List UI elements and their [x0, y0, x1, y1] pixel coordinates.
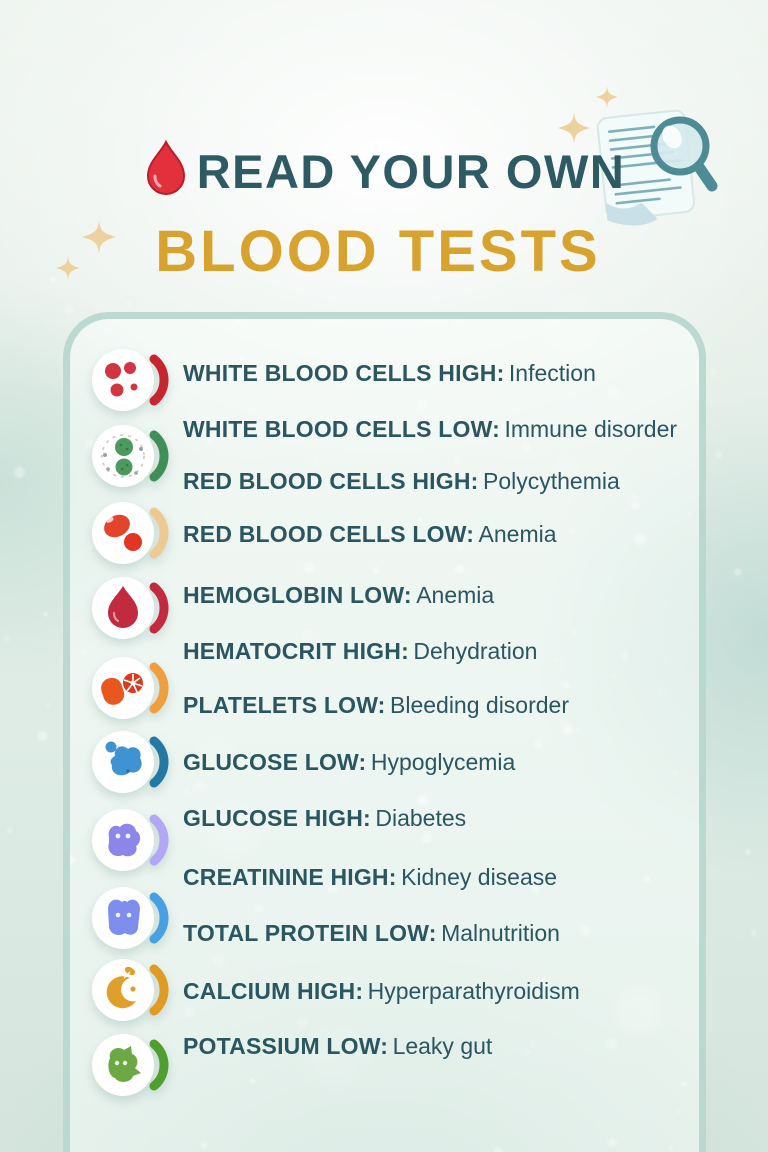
test-label: PLATELETS LOW: [183, 692, 386, 718]
list-item: POTASSIUM LOW: Leaky gut [183, 1030, 492, 1062]
white-blood-cells-red-dots-icon [92, 347, 184, 413]
test-result: Polycythemia [482, 468, 620, 494]
potassium-blob-icon [92, 1032, 184, 1098]
test-label: HEMATOCRIT HIGH: [183, 638, 409, 664]
test-label: GLUCOSE LOW: [183, 749, 367, 775]
list-item: RED BLOOD CELLS LOW: Anemia [183, 518, 557, 550]
total-protein-blob-icon [92, 885, 184, 951]
sparkle-icon [82, 220, 116, 259]
page-title: READ YOUR OWN [196, 145, 626, 198]
test-result: Leaky gut [392, 1033, 493, 1059]
sparkle-icon [596, 86, 618, 113]
list-item: PLATELETS LOW: Bleeding disorder [183, 689, 569, 721]
list-item: RED BLOOD CELLS HIGH: Polycythemia [183, 465, 620, 497]
list-item: CALCIUM HIGH: Hyperparathyroidism [183, 975, 580, 1007]
hemoglobin-drop-icon [92, 575, 184, 641]
red-blood-cells-icon [92, 500, 184, 566]
white-blood-cells-green-icon [92, 423, 184, 489]
list-item: TOTAL PROTEIN LOW: Malnutrition [183, 917, 560, 949]
test-label: HEMOGLOBIN LOW: [183, 582, 412, 608]
test-result: Anemia [478, 521, 557, 547]
test-result: Anemia [416, 582, 495, 608]
list-item: WHITE BLOOD CELLS LOW: Immune disorder [183, 413, 677, 445]
test-result: Diabetes [375, 805, 467, 831]
test-result: Kidney disease [401, 864, 558, 890]
glucose-low-blob-icon [92, 729, 184, 795]
list-item: GLUCOSE HIGH: Diabetes [183, 802, 466, 834]
test-result: Hypoglycemia [370, 749, 516, 775]
sparkle-icon [558, 112, 590, 149]
test-label: GLUCOSE HIGH: [183, 805, 371, 831]
test-result: Malnutrition [441, 920, 560, 946]
test-label: POTASSIUM LOW: [183, 1033, 389, 1059]
blood-test-report-magnifier-illustration [586, 106, 720, 239]
calcium-icon [92, 957, 184, 1023]
list-card [63, 312, 706, 1152]
test-label: TOTAL PROTEIN LOW: [183, 920, 437, 946]
list-item: CREATININE HIGH: Kidney disease [183, 861, 557, 893]
test-label: RED BLOOD CELLS LOW: [183, 521, 475, 547]
sparkle-icon [56, 256, 80, 285]
blood-drop-icon [143, 138, 189, 205]
title-row: READ YOUR OWN [0, 138, 768, 205]
glucose-high-blob-icon [92, 807, 184, 873]
test-result: Dehydration [413, 638, 538, 664]
test-label: RED BLOOD CELLS HIGH: [183, 468, 479, 494]
test-result: Hyperparathyroidism [367, 978, 580, 1004]
list-item: WHITE BLOOD CELLS HIGH: Infection [183, 357, 596, 389]
platelets-icon [92, 655, 184, 721]
test-result: Bleeding disorder [390, 692, 570, 718]
list-item: HEMATOCRIT HIGH: Dehydration [183, 635, 537, 667]
test-label: CALCIUM HIGH: [183, 978, 364, 1004]
test-result: Immune disorder [504, 416, 678, 442]
list-item: HEMOGLOBIN LOW: Anemia [183, 579, 494, 611]
test-label: CREATININE HIGH: [183, 864, 397, 890]
test-result: Infection [508, 360, 596, 386]
page-subtitle: BLOOD TESTS [155, 219, 601, 284]
test-label: WHITE BLOOD CELLS HIGH: [183, 360, 505, 386]
test-label: WHITE BLOOD CELLS LOW: [183, 416, 501, 442]
list-item: GLUCOSE LOW: Hypoglycemia [183, 746, 515, 778]
